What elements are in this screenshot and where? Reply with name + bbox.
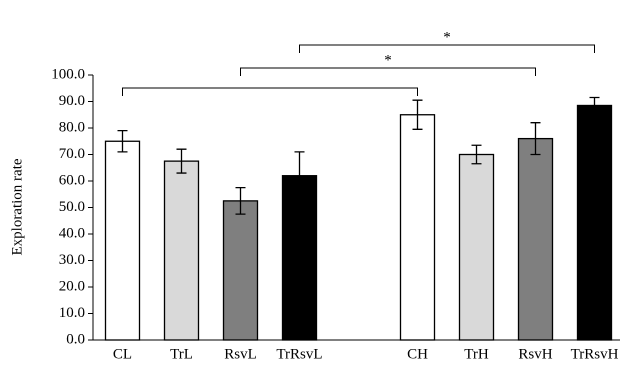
y-tick-label: 50.0 xyxy=(59,199,85,215)
bar xyxy=(399,114,436,341)
bar xyxy=(517,137,554,341)
x-tick-label: RsvL xyxy=(224,346,257,362)
error-bar xyxy=(412,99,423,130)
y-tick-label: 60.0 xyxy=(59,172,85,188)
y-tick-label: 30.0 xyxy=(59,252,85,268)
significance-label: * xyxy=(384,52,392,68)
y-tick-label: 100.0 xyxy=(51,66,85,82)
y-axis-title: Exploration rate xyxy=(9,158,25,255)
y-tick-label: 70.0 xyxy=(59,146,85,162)
error-bar xyxy=(471,144,482,165)
y-tick-label: 40.0 xyxy=(59,225,85,241)
bar xyxy=(576,104,613,341)
bar xyxy=(458,153,495,341)
bar xyxy=(222,200,259,341)
x-tick-label: CL xyxy=(113,346,132,362)
error-bar xyxy=(294,151,305,201)
error-bar xyxy=(117,130,128,153)
bar xyxy=(104,140,141,341)
y-tick-label: 0.0 xyxy=(66,331,85,347)
y-tick-label: 20.0 xyxy=(59,278,85,294)
y-tick-label: 10.0 xyxy=(59,305,85,321)
error-bar xyxy=(235,186,246,215)
significance-bracket xyxy=(299,44,595,53)
x-tick-label: TrRsvH xyxy=(571,346,619,362)
error-bar xyxy=(589,96,600,115)
x-tick-label: TrH xyxy=(464,346,489,362)
x-tick-label: TrRsvL xyxy=(276,346,322,362)
significance-bracket xyxy=(122,87,418,96)
error-bar xyxy=(176,148,187,174)
significance-label: * xyxy=(443,29,451,45)
bar xyxy=(281,175,318,341)
x-tick-label: TrL xyxy=(170,346,193,362)
y-tick-label: 90.0 xyxy=(59,93,85,109)
bar xyxy=(163,160,200,341)
significance-bracket xyxy=(240,67,536,76)
x-tick-label: RsvH xyxy=(518,346,552,362)
y-tick-label: 80.0 xyxy=(59,119,85,135)
error-bar xyxy=(530,122,541,156)
x-tick-label: CH xyxy=(407,346,428,362)
